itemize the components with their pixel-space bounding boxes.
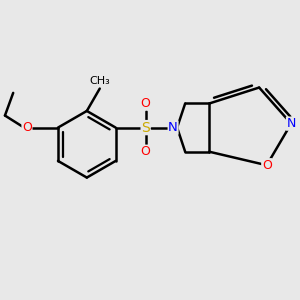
Text: O: O [262, 159, 272, 172]
Text: N: N [168, 121, 178, 134]
Text: O: O [141, 145, 151, 158]
Text: O: O [141, 97, 151, 110]
Text: S: S [141, 121, 150, 135]
Text: CH₃: CH₃ [89, 76, 110, 85]
Text: O: O [22, 121, 32, 134]
Text: N: N [286, 117, 296, 130]
